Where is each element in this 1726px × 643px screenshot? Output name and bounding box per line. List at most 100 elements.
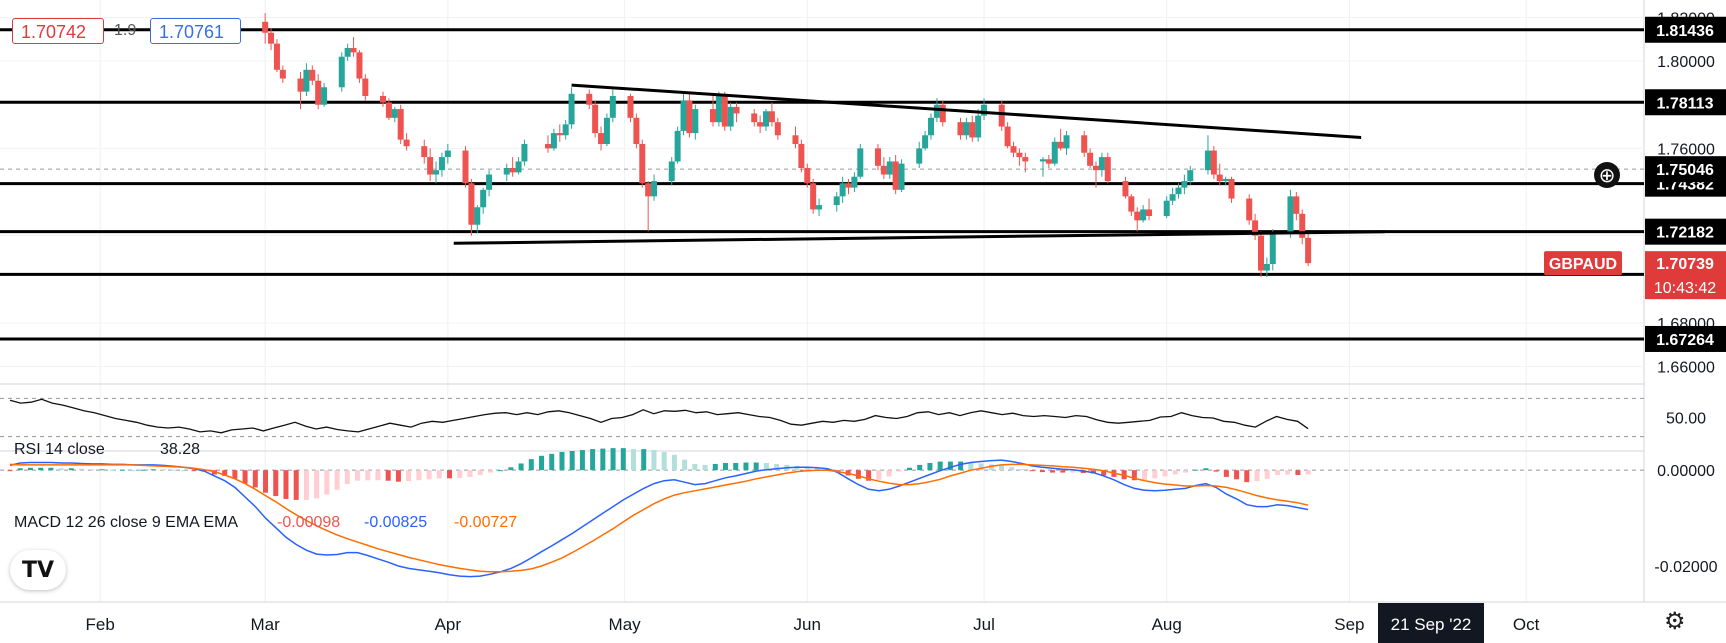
time-axis[interactable]: Feb Mar Apr May Jun Jul Aug Sep Oct 21 Sep '22 — [86, 603, 1540, 643]
macd-histogram-bar — [385, 470, 391, 481]
candle-body — [1122, 181, 1129, 197]
candle-body — [303, 69, 310, 92]
candle-body — [727, 106, 734, 127]
macd-histogram-bar — [896, 470, 902, 472]
macd-panel — [0, 448, 1644, 578]
candle-body — [975, 115, 982, 138]
candle-body — [315, 80, 322, 105]
macd-histogram-bar — [1193, 469, 1199, 471]
macd-histogram-bar — [436, 470, 442, 479]
macd-histogram-bar — [835, 470, 841, 472]
macd-histogram-bar — [937, 461, 943, 471]
candle-body — [1293, 196, 1300, 214]
rsi-legend-value: 38.28 — [160, 441, 200, 458]
candle-body — [515, 161, 522, 173]
candle-body — [845, 183, 852, 188]
macd-histogram-bar — [140, 469, 146, 471]
candle-body — [1140, 209, 1147, 221]
macd-histogram-bar — [232, 470, 238, 479]
time-tick-label: May — [609, 615, 642, 634]
macd-histogram-bar — [600, 448, 606, 471]
macd-histogram-bar — [886, 470, 892, 477]
candle-body — [1087, 152, 1094, 166]
candle-body — [268, 32, 275, 44]
gear-icon[interactable]: ⚙ — [1664, 607, 1686, 635]
candle-body — [480, 189, 487, 208]
sell-price-box[interactable]: 1.70742 — [12, 18, 104, 44]
macd-histogram-bar — [395, 470, 401, 482]
macd-histogram-bar — [375, 470, 381, 481]
candle-body — [438, 157, 445, 171]
candle-body — [598, 133, 605, 144]
macd-histogram-bar — [753, 462, 759, 471]
macd-histogram-bar — [252, 470, 258, 488]
macd-tick-label: -0.02000 — [1654, 559, 1717, 576]
macd-histogram-bar — [814, 467, 820, 471]
candle-body — [397, 109, 404, 140]
candle-body — [633, 117, 640, 144]
macd-histogram-bar — [876, 470, 882, 480]
candle-body — [444, 150, 451, 158]
candle-body — [1057, 141, 1064, 149]
price-axis-tags: 1.814361.781131.743821.721821.702251.672… — [1544, 16, 1726, 352]
macd-histogram-bar — [651, 450, 657, 471]
macd-histogram-bar — [1029, 470, 1035, 472]
candle-body — [804, 168, 811, 184]
candle-body — [1305, 237, 1312, 264]
level-price-tag-text: 1.72182 — [1656, 225, 1714, 242]
candle-body — [810, 183, 817, 210]
buy-price-box[interactable]: 1.70761 — [150, 18, 241, 44]
price-tick-label: 1.66000 — [1657, 360, 1715, 377]
candle-body — [639, 144, 646, 184]
macd-histogram-bar — [549, 453, 555, 471]
macd-histogram-bar — [620, 448, 626, 471]
macd-histogram-bar — [1203, 468, 1209, 471]
candle-body — [1004, 126, 1011, 147]
candle-body — [969, 122, 976, 138]
macd-histogram-bar — [610, 448, 616, 471]
candle-body — [503, 168, 510, 175]
macd-histogram-bar — [487, 470, 493, 473]
candle-body — [385, 102, 392, 118]
candle-body — [262, 21, 269, 33]
macd-histogram-bar — [641, 449, 647, 471]
macd-histogram-bar — [1244, 470, 1250, 483]
candle-body — [686, 100, 693, 134]
macd-histogram-bar — [1039, 470, 1045, 473]
macd-legend-macd: -0.00825 — [364, 514, 427, 531]
candle-body — [733, 106, 740, 114]
plus-circle-icon[interactable]: ⊕ — [1594, 162, 1620, 188]
macd-histogram-bar — [68, 468, 74, 471]
candle-body — [933, 104, 940, 118]
candle-body — [1045, 159, 1052, 164]
macd-histogram-bar — [692, 463, 698, 471]
macd-histogram-bar — [355, 470, 361, 481]
macd-histogram-bar — [978, 463, 984, 471]
countdown-text: 10:43:42 — [1654, 280, 1716, 297]
price-tick-label: 1.80000 — [1657, 54, 1715, 71]
macd-legend-histogram: -0.00098 — [277, 514, 340, 531]
tradingview-logo[interactable]: TV — [10, 550, 66, 590]
candlestick-series — [262, 13, 1312, 278]
candle-body — [609, 96, 616, 118]
candle-body — [1216, 174, 1223, 182]
macd-histogram-bar — [426, 470, 432, 480]
level-price-tag-bg — [1645, 89, 1726, 116]
macd-histogram-bar — [947, 461, 953, 471]
candle-body — [1022, 157, 1029, 162]
macd-histogram-bar — [130, 470, 136, 472]
candle-body — [356, 52, 363, 79]
macd-histogram-bar — [263, 470, 269, 493]
candle-body — [1299, 213, 1306, 238]
macd-histogram-bar — [569, 451, 575, 471]
candle-body — [851, 176, 858, 188]
macd-histogram-bar — [1254, 470, 1260, 482]
candle-body — [474, 207, 481, 225]
candle-body — [1175, 187, 1182, 195]
time-tick-label: Feb — [86, 615, 115, 634]
candle-body — [715, 96, 722, 123]
macd-histogram-bar — [988, 464, 994, 471]
macd-histogram-bar — [89, 469, 95, 471]
live-price-text: 1.70739 — [1656, 256, 1714, 273]
